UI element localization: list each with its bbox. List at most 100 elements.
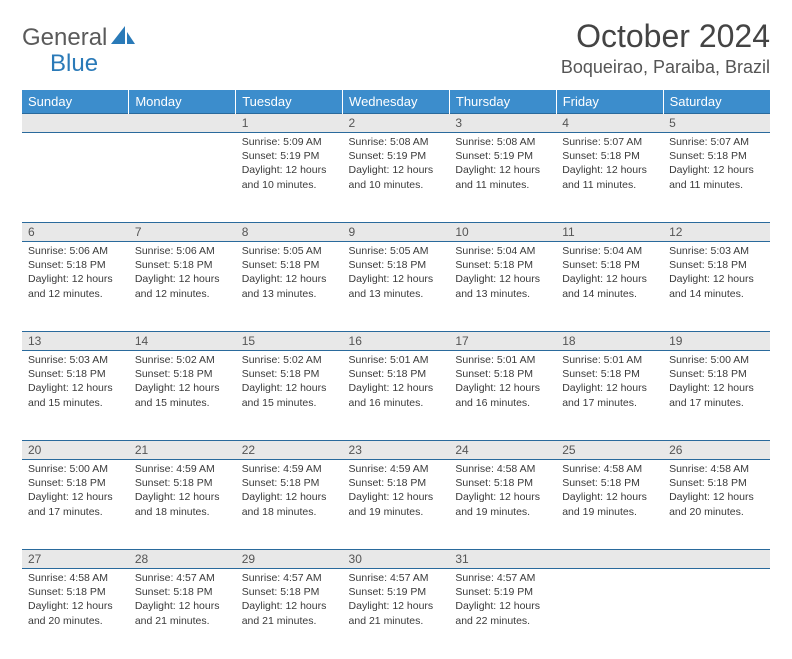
day-header: Thursday (449, 90, 556, 114)
day-details: Sunrise: 5:04 AMSunset: 5:18 PMDaylight:… (556, 242, 663, 305)
sunset-label: Sunset: (455, 477, 494, 489)
daylight-label: Daylight: (349, 164, 393, 176)
daylight-label: Daylight: (669, 382, 713, 394)
daylight-label: Daylight: (135, 273, 179, 285)
sunset-value: 5:19 PM (494, 586, 533, 598)
daylight-label: Daylight: (562, 164, 606, 176)
day-number-row: 20212223242526 (22, 441, 770, 460)
sunset-value: 5:19 PM (387, 586, 426, 598)
day-content-cell: Sunrise: 5:09 AMSunset: 5:19 PMDaylight:… (236, 133, 343, 223)
sunset-value: 5:18 PM (173, 477, 212, 489)
day-details: Sunrise: 5:01 AMSunset: 5:18 PMDaylight:… (449, 351, 556, 414)
day-content-cell: Sunrise: 5:01 AMSunset: 5:18 PMDaylight:… (343, 351, 450, 441)
day-details: Sunrise: 5:02 AMSunset: 5:18 PMDaylight:… (236, 351, 343, 414)
daylight-label: Daylight: (562, 382, 606, 394)
day-content-cell (663, 569, 770, 659)
daylight-label: Daylight: (28, 600, 72, 612)
day-content-cell: Sunrise: 5:08 AMSunset: 5:19 PMDaylight:… (343, 133, 450, 223)
day-details: Sunrise: 4:57 AMSunset: 5:18 PMDaylight:… (129, 569, 236, 632)
day-number-cell: 7 (129, 223, 236, 242)
sunset-label: Sunset: (669, 259, 708, 271)
day-header: Tuesday (236, 90, 343, 114)
sunrise-label: Sunrise: (669, 136, 710, 148)
day-number: 20 (22, 441, 129, 459)
day-number: 14 (129, 332, 236, 350)
sunset-value: 5:18 PM (173, 586, 212, 598)
daylight-label: Daylight: (28, 491, 72, 503)
day-number-cell: 28 (129, 550, 236, 569)
sunrise-value: 5:01 AM (390, 354, 429, 366)
day-details: Sunrise: 4:58 AMSunset: 5:18 PMDaylight:… (449, 460, 556, 523)
day-number-row: 2728293031 (22, 550, 770, 569)
sunset-label: Sunset: (562, 368, 601, 380)
day-number-cell: 18 (556, 332, 663, 351)
sunset-value: 5:18 PM (173, 259, 212, 271)
daylight-label: Daylight: (455, 600, 499, 612)
sunrise-label: Sunrise: (562, 245, 603, 257)
day-content-cell: Sunrise: 5:04 AMSunset: 5:18 PMDaylight:… (556, 242, 663, 332)
sunset-value: 5:18 PM (708, 259, 747, 271)
sunset-value: 5:18 PM (708, 150, 747, 162)
sunrise-label: Sunrise: (242, 572, 283, 584)
day-content-cell (129, 133, 236, 223)
day-number-cell: 31 (449, 550, 556, 569)
daylight-label: Daylight: (455, 164, 499, 176)
sunrise-value: 5:08 AM (497, 136, 536, 148)
day-details: Sunrise: 5:09 AMSunset: 5:19 PMDaylight:… (236, 133, 343, 196)
daylight-label: Daylight: (242, 273, 286, 285)
day-details: Sunrise: 4:57 AMSunset: 5:19 PMDaylight:… (343, 569, 450, 632)
day-content-cell: Sunrise: 5:08 AMSunset: 5:19 PMDaylight:… (449, 133, 556, 223)
sunrise-value: 5:07 AM (604, 136, 643, 148)
sunrise-value: 5:00 AM (711, 354, 750, 366)
day-details: Sunrise: 5:05 AMSunset: 5:18 PMDaylight:… (343, 242, 450, 305)
day-number-cell: 29 (236, 550, 343, 569)
sunrise-label: Sunrise: (28, 463, 69, 475)
day-number: 30 (343, 550, 450, 568)
sunrise-label: Sunrise: (562, 354, 603, 366)
day-number-cell (556, 550, 663, 569)
day-number-cell: 6 (22, 223, 129, 242)
daylight-label: Daylight: (562, 273, 606, 285)
daylight-label: Daylight: (242, 491, 286, 503)
day-details: Sunrise: 4:59 AMSunset: 5:18 PMDaylight:… (236, 460, 343, 523)
day-content-cell: Sunrise: 4:57 AMSunset: 5:19 PMDaylight:… (343, 569, 450, 659)
daylight-label: Daylight: (242, 382, 286, 394)
day-details: Sunrise: 4:59 AMSunset: 5:18 PMDaylight:… (343, 460, 450, 523)
day-number: 31 (449, 550, 556, 568)
sunset-value: 5:18 PM (280, 477, 319, 489)
day-content-cell: Sunrise: 5:03 AMSunset: 5:18 PMDaylight:… (663, 242, 770, 332)
day-details: Sunrise: 4:58 AMSunset: 5:18 PMDaylight:… (22, 569, 129, 632)
sunrise-value: 5:06 AM (69, 245, 108, 257)
sunrise-value: 4:58 AM (711, 463, 750, 475)
sunset-label: Sunset: (135, 259, 174, 271)
daylight-label: Daylight: (28, 382, 72, 394)
sunrise-value: 4:58 AM (69, 572, 108, 584)
sunrise-value: 5:03 AM (711, 245, 750, 257)
sunrise-value: 4:58 AM (604, 463, 643, 475)
sunset-label: Sunset: (455, 259, 494, 271)
day-content-cell: Sunrise: 5:00 AMSunset: 5:18 PMDaylight:… (663, 351, 770, 441)
day-content-row: Sunrise: 5:03 AMSunset: 5:18 PMDaylight:… (22, 351, 770, 441)
day-details: Sunrise: 5:02 AMSunset: 5:18 PMDaylight:… (129, 351, 236, 414)
day-number-cell: 2 (343, 114, 450, 133)
sunset-label: Sunset: (455, 368, 494, 380)
sunrise-label: Sunrise: (242, 463, 283, 475)
sunrise-label: Sunrise: (349, 245, 390, 257)
sunset-value: 5:18 PM (601, 368, 640, 380)
day-number: 15 (236, 332, 343, 350)
day-number: 16 (343, 332, 450, 350)
day-details: Sunrise: 4:57 AMSunset: 5:18 PMDaylight:… (236, 569, 343, 632)
day-number: 1 (236, 114, 343, 132)
sunrise-label: Sunrise: (455, 136, 496, 148)
day-header: Sunday (22, 90, 129, 114)
day-number: 22 (236, 441, 343, 459)
day-details: Sunrise: 5:03 AMSunset: 5:18 PMDaylight:… (663, 242, 770, 305)
day-number-cell (129, 114, 236, 133)
sunset-value: 5:18 PM (601, 259, 640, 271)
day-number-cell: 10 (449, 223, 556, 242)
sunrise-value: 4:57 AM (176, 572, 215, 584)
day-number: 23 (343, 441, 450, 459)
sunset-value: 5:18 PM (601, 477, 640, 489)
day-content-cell: Sunrise: 5:06 AMSunset: 5:18 PMDaylight:… (22, 242, 129, 332)
day-number: 12 (663, 223, 770, 241)
